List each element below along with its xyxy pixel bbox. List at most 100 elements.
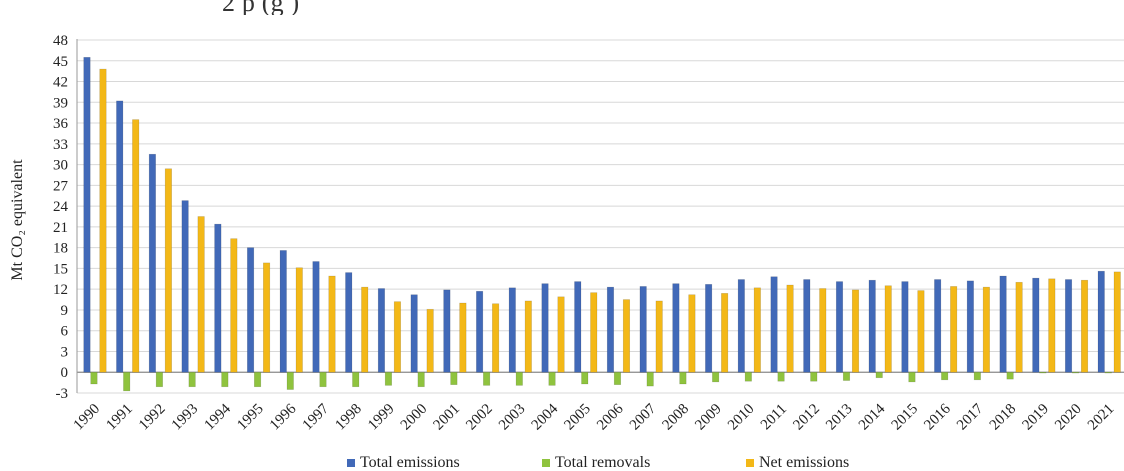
bar-total-emissions [901, 281, 909, 373]
y-tick-label: 27 [53, 178, 69, 194]
bar-total-emissions [835, 281, 844, 373]
bar-total-emissions [148, 153, 156, 373]
bar-total-removals [581, 371, 589, 385]
x-tick-label: 2006 [594, 401, 627, 434]
bar-net-emissions [655, 300, 663, 373]
y-tick-label: 24 [53, 199, 69, 215]
bar-total-removals [548, 371, 556, 386]
x-tick-label: 2001 [431, 401, 464, 434]
y-tick-label: 45 [53, 54, 68, 70]
bar-total-emissions [803, 279, 811, 373]
bar-net-emissions [524, 300, 532, 373]
x-tick-label: 1993 [169, 401, 202, 434]
gridlines [77, 39, 1124, 394]
bar-net-emissions [263, 262, 271, 373]
bar-total-emissions [312, 261, 320, 373]
bar-total-emissions [247, 247, 255, 373]
y-axis-label: Mt CO₂ equivalent [9, 159, 26, 281]
bar-net-emissions [721, 293, 729, 373]
bar-net-emissions [851, 289, 860, 373]
legend-swatch [746, 459, 754, 467]
bar-total-removals [254, 371, 262, 388]
y-tick-label: 33 [53, 137, 68, 153]
bar-total-emissions [83, 57, 91, 373]
bar-total-removals [352, 371, 360, 388]
x-tick-label: 2011 [758, 401, 790, 433]
bar-net-emissions [361, 286, 369, 373]
bar-total-removals [1006, 371, 1014, 380]
x-tick-label: 2016 [921, 401, 954, 434]
legend-label: Total emissions [360, 454, 460, 471]
y-tick-label: 3 [61, 344, 69, 360]
x-tick-label: 2013 [823, 401, 856, 434]
x-tick-label: 1991 [103, 401, 136, 434]
x-tick-label: 2002 [463, 401, 496, 434]
y-tick-label: 42 [53, 75, 68, 91]
y-tick-label: 12 [53, 282, 68, 298]
bar-total-emissions [999, 275, 1007, 373]
bar-net-emissions [99, 68, 107, 373]
bar-total-emissions [705, 284, 713, 373]
bar-total-removals [1071, 371, 1080, 374]
bar-net-emissions [753, 287, 761, 373]
y-tick-label: 30 [53, 158, 68, 174]
x-tick-label: 2012 [790, 401, 823, 434]
bar-net-emissions [557, 296, 565, 373]
legend-swatch [347, 459, 355, 467]
bar-net-emissions [884, 285, 892, 373]
bar-total-removals [90, 371, 98, 385]
y-tick-label: 6 [61, 324, 69, 340]
x-tick-label: 2004 [529, 401, 562, 434]
bar-total-emissions [606, 286, 615, 373]
bar-total-removals [875, 371, 883, 379]
bar-net-emissions [459, 302, 467, 373]
x-tick-label: 2009 [692, 401, 725, 434]
bar-net-emissions [492, 303, 500, 373]
x-tick-label: 2007 [627, 401, 660, 434]
bar-total-emissions [377, 288, 385, 373]
y-tick-label: 39 [53, 95, 68, 111]
y-tick-label: 18 [53, 241, 68, 257]
bar-total-emissions [541, 283, 549, 373]
bar-total-emissions [934, 279, 942, 373]
y-tick-label: 36 [53, 116, 69, 132]
bar-net-emissions [1080, 279, 1089, 373]
x-tick-label: 2017 [954, 401, 987, 434]
x-tick-label: 2003 [496, 401, 529, 434]
bar-total-emissions [1097, 270, 1105, 373]
x-tick-label: 1990 [71, 401, 104, 434]
bar-total-emissions [508, 287, 516, 373]
x-tick-label: 2020 [1052, 401, 1085, 434]
bar-total-emissions [214, 223, 222, 373]
bar-net-emissions [688, 294, 696, 373]
x-tick-label: 2010 [725, 401, 758, 434]
bar-total-emissions [574, 281, 582, 373]
bar-net-emissions [1113, 271, 1121, 373]
bar-total-emissions [1032, 277, 1040, 373]
bar-total-removals [908, 371, 916, 383]
bar-total-removals [155, 371, 163, 388]
bar-net-emissions [132, 119, 140, 373]
bar-net-emissions [1015, 281, 1023, 373]
bar-total-removals [123, 371, 131, 392]
y-tick-label: 9 [61, 303, 69, 319]
x-tick-label: 2000 [398, 401, 431, 434]
x-tick-label: 2018 [987, 401, 1020, 434]
bar-total-emissions [966, 280, 974, 373]
bar-total-emissions [476, 290, 484, 373]
cropped-title: 2 p (g ) [222, 0, 300, 15]
bar-total-removals [712, 371, 720, 383]
y-tick-label: 48 [53, 33, 68, 49]
y-tick-label: 21 [53, 220, 68, 236]
bar-total-removals [286, 371, 294, 390]
bar-net-emissions [164, 168, 172, 373]
bar-total-removals [1039, 371, 1047, 374]
x-tick-label: 1999 [365, 401, 398, 434]
x-tick-label: 1998 [332, 401, 365, 434]
bar-total-emissions [279, 250, 287, 373]
bar-total-removals [417, 371, 425, 388]
bar-total-removals [384, 371, 392, 386]
x-tick-label: 1995 [234, 401, 267, 434]
bar-net-emissions [328, 275, 336, 373]
